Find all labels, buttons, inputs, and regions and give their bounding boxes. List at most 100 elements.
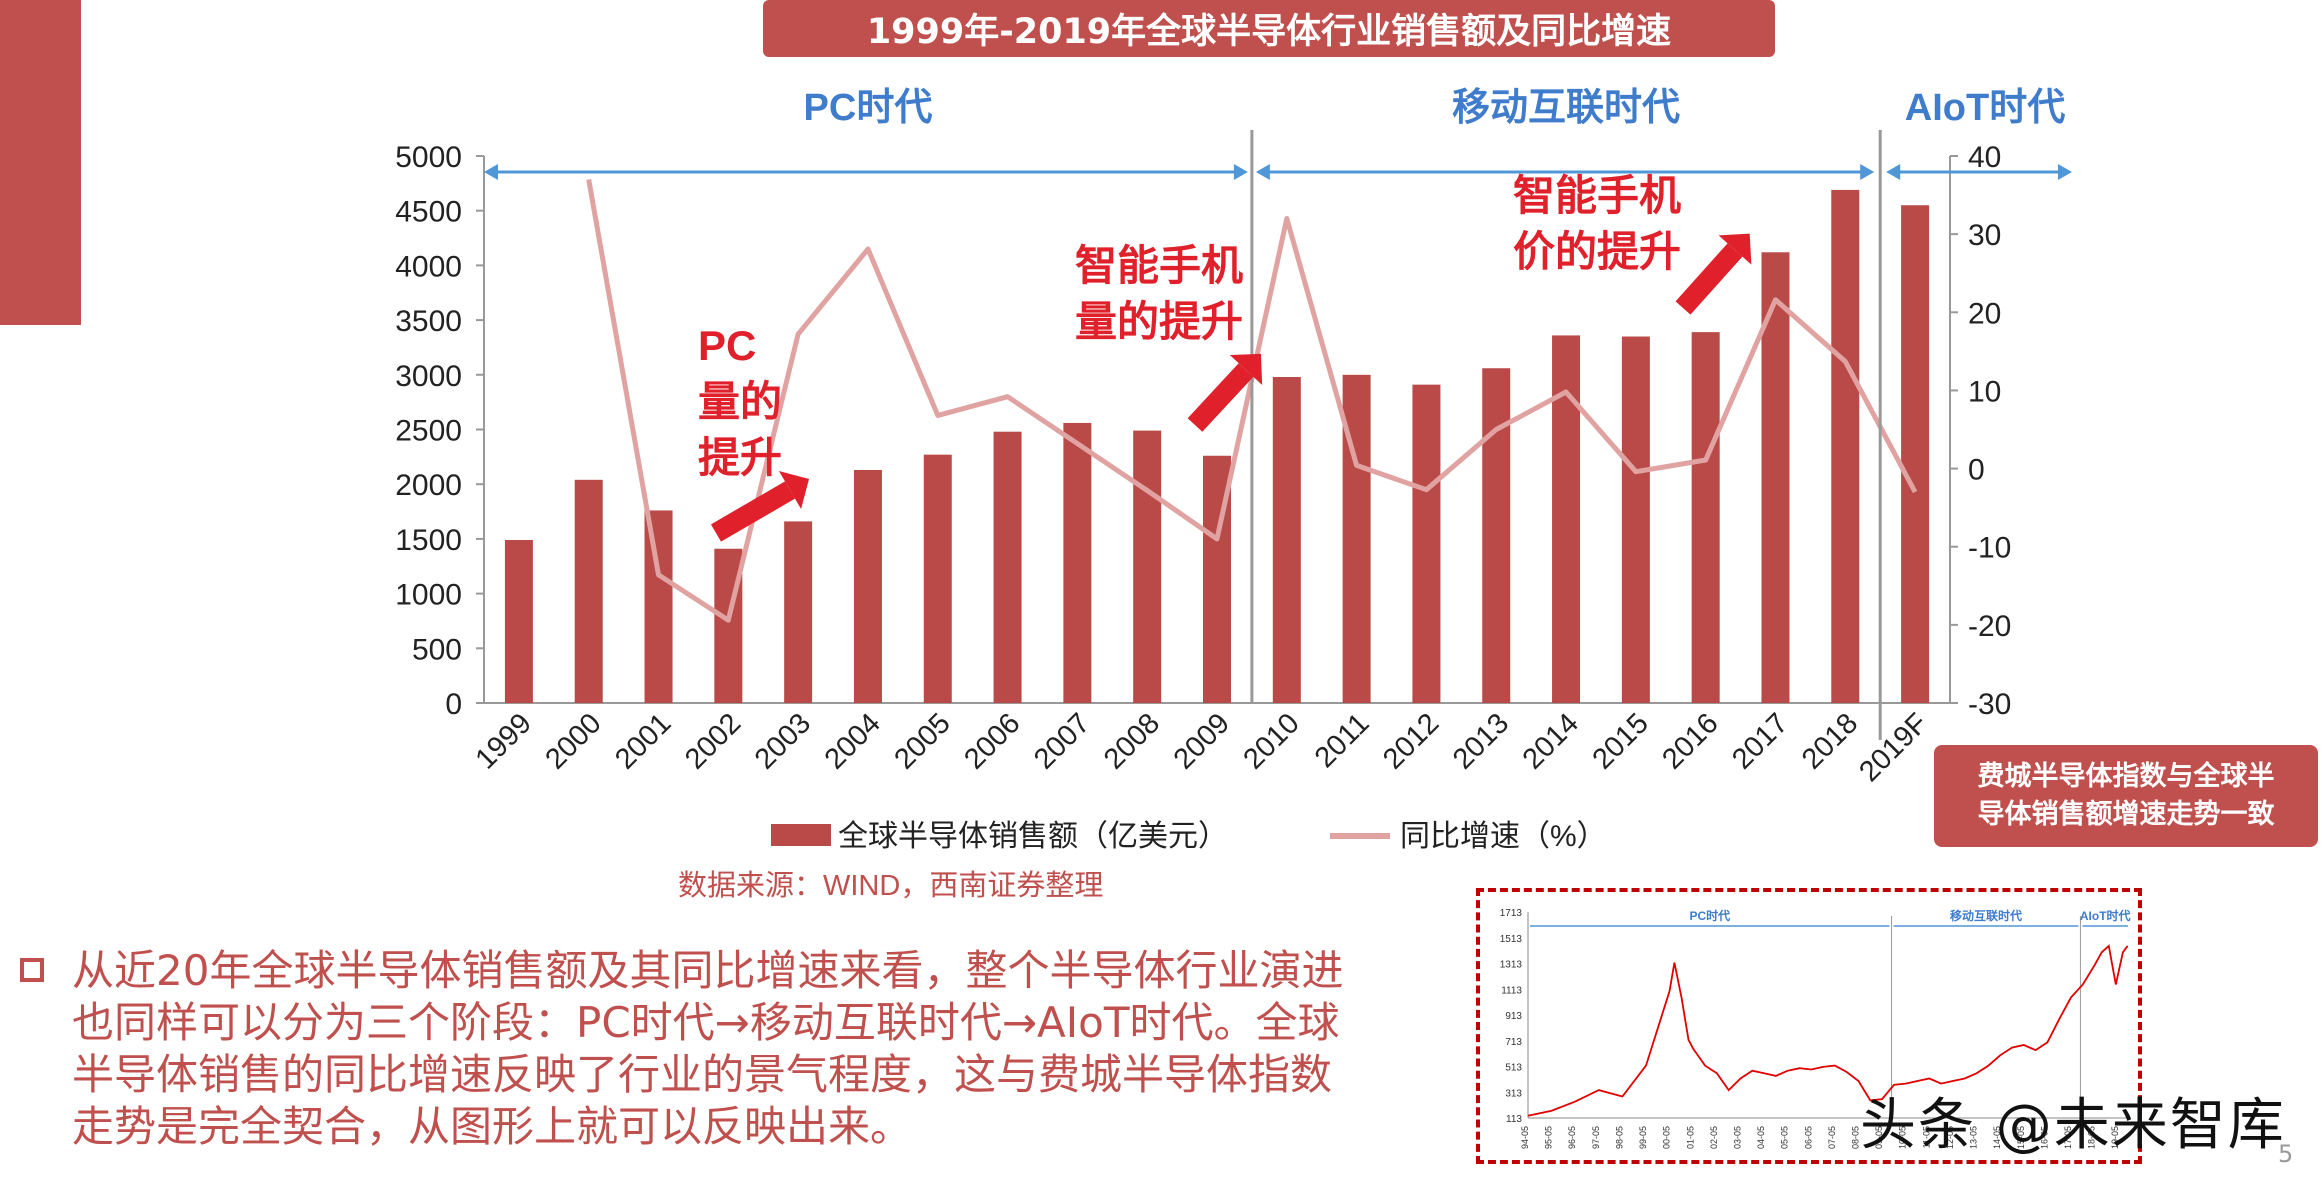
side-accent-bar	[0, 0, 81, 325]
sales-bar	[853, 469, 882, 703]
x-tick-label: 2017	[1726, 707, 1794, 775]
inset-y-tick-label: 1513	[1500, 934, 1523, 945]
inset-x-tick-label: 94-05	[1520, 1126, 1530, 1149]
left-tick-label: 0	[445, 688, 462, 721]
inset-x-tick-label: 08-05	[1851, 1126, 1861, 1149]
inset-y-tick-label: 313	[1505, 1088, 1522, 1099]
inset-x-tick-label: 96-05	[1567, 1126, 1577, 1149]
sales-bar	[784, 521, 813, 703]
x-tick-label: 2003	[749, 707, 817, 775]
inset-x-tick-label: 07-05	[1827, 1126, 1837, 1149]
x-tick-label: 2013	[1447, 707, 1515, 775]
left-tick-label: 1000	[395, 579, 462, 612]
era-arrowhead-right	[2058, 164, 2072, 180]
inset-era-label: 移动互联时代	[1950, 908, 2022, 923]
inset-x-tick-label: 10-05	[1898, 1126, 1908, 1149]
annotation-text: 价的提升	[1513, 228, 1681, 275]
sales-bar	[644, 510, 673, 703]
x-tick-label: 2012	[1377, 707, 1445, 775]
sales-bar	[1901, 205, 1930, 704]
left-tick-label: 1500	[395, 524, 462, 557]
chart-title: 1999年-2019年全球半导体行业销售额及同比增速	[763, 0, 1775, 57]
inset-y-tick-label: 1113	[1501, 985, 1522, 996]
sales-bar	[574, 479, 603, 703]
x-tick-label: 2000	[539, 707, 607, 775]
square-bullet-icon	[20, 958, 44, 982]
trend-arrow-head	[1229, 353, 1263, 385]
inset-x-tick-label: 97-05	[1591, 1126, 1601, 1149]
inset-x-tick-label: 01-05	[1685, 1126, 1695, 1149]
sales-bar	[923, 454, 952, 703]
annotation-text: 提升	[698, 434, 782, 481]
era-label: 移动互联时代	[1452, 87, 1680, 129]
right-tick-label: 10	[1968, 375, 2001, 408]
left-tick-label: 500	[412, 633, 462, 666]
inset-x-tick-label: 99-05	[1638, 1126, 1648, 1149]
sales-bar	[1412, 384, 1441, 703]
right-tick-label: 20	[1968, 297, 2001, 330]
x-tick-label: 2004	[819, 707, 887, 775]
source-note: 数据来源：WIND，西南证券整理	[678, 869, 1103, 900]
left-tick-label: 3000	[395, 360, 462, 393]
sales-bar	[1133, 430, 1162, 703]
era-arrowhead-left	[1255, 164, 1270, 180]
x-tick-label: 2007	[1028, 707, 1096, 775]
inset-x-tick-label: 00-05	[1662, 1126, 1672, 1149]
annotation-text: 智能手机	[1513, 172, 1681, 219]
x-tick-label: 2001	[609, 707, 677, 775]
left-tick-label: 4500	[395, 196, 462, 229]
caption-line: 导体销售额增速走势一致	[1977, 799, 2275, 830]
inset-y-tick-label: 513	[1505, 1063, 1522, 1074]
inset-x-tick-label: 11-05	[1921, 1126, 1931, 1148]
inset-x-tick-label: 17-05	[2063, 1126, 2073, 1149]
inset-x-tick-label: 13-05	[1969, 1126, 1979, 1149]
x-tick-label: 2002	[679, 707, 747, 775]
right-tick-label: 0	[1968, 454, 1985, 487]
sales-bar	[993, 431, 1022, 703]
era-arrowhead-left	[1886, 164, 1901, 180]
inset-caption: 费城半导体指数与全球半 导体销售额增速走势一致	[1934, 745, 2318, 847]
sales-bar	[1621, 336, 1650, 703]
trend-arrow-shaft	[710, 481, 796, 542]
inset-x-tick-label: 15-05	[2016, 1126, 2026, 1149]
sox-index-inset: 113 313 513 713 913 1113 1313 1513 1713 94-05 95-0…	[1476, 888, 2142, 1164]
trend-arrow-head	[1718, 233, 1752, 265]
sales-bar	[1831, 189, 1860, 703]
summary-text: 从近20年全球半导体销售额及其同比增速来看，整个半导体行业演进也同样可以分为三个…	[72, 946, 1344, 1151]
x-tick-label: 1999	[470, 707, 538, 775]
inset-x-tick-label: 18-05	[2087, 1126, 2097, 1149]
x-tick-label: 2011	[1309, 707, 1376, 774]
trend-arrow-shaft	[1187, 363, 1254, 432]
era-label: AIoT时代	[1905, 87, 2065, 129]
annotation-text: 量的	[698, 378, 782, 425]
left-tick-label: 2500	[395, 415, 462, 448]
annotation-text: 智能手机	[1075, 242, 1243, 289]
legend-bar-swatch	[771, 824, 831, 846]
x-tick-label: 2005	[888, 707, 956, 775]
inset-y-tick-label: 713	[1505, 1037, 1522, 1048]
right-tick-label: -20	[1968, 610, 2011, 643]
watermark: 头条 @未来智库	[1860, 1093, 2286, 1158]
sales-bar	[1691, 332, 1720, 703]
inset-x-tick-label: 14-05	[1992, 1126, 2002, 1149]
inset-y-tick-label: 1713	[1500, 908, 1523, 919]
inset-x-tick-label: 05-05	[1780, 1126, 1790, 1149]
inset-x-tick-label: 06-05	[1803, 1126, 1813, 1149]
inset-y-tick-label: 113	[1506, 1114, 1522, 1125]
inset-x-tick-label: 12-05	[1945, 1126, 1955, 1149]
x-tick-label: 2016	[1656, 707, 1724, 775]
sales-bar	[1063, 422, 1092, 703]
left-tick-label: 4000	[395, 250, 462, 283]
caption-line: 费城半导体指数与全球半	[1977, 761, 2275, 792]
left-tick-label: 3500	[395, 305, 462, 338]
inset-era-label: PC时代	[1689, 908, 1730, 923]
inset-y-tick-label: 1313	[1500, 960, 1523, 971]
era-arrowhead-right	[1233, 164, 1248, 180]
right-tick-label: 30	[1968, 219, 2001, 252]
annotation-text: PC	[698, 322, 756, 369]
sales-bar	[1272, 376, 1301, 703]
left-tick-label: 5000	[395, 141, 462, 174]
x-tick-label: 2015	[1587, 707, 1655, 775]
inset-x-tick-label: 16-05	[2039, 1126, 2049, 1149]
inset-x-tick-label: 02-05	[1709, 1126, 1719, 1149]
